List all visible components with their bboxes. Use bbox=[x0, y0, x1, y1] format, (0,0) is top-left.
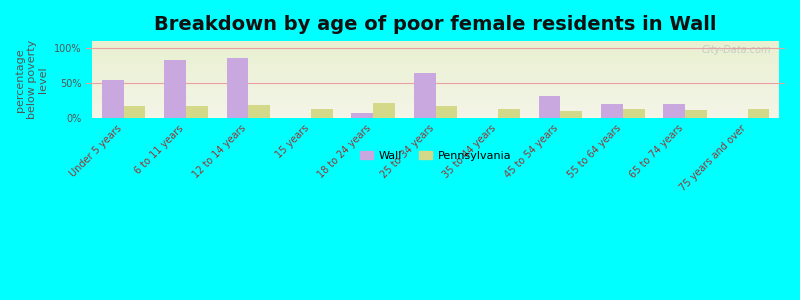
Bar bbox=[186, 106, 208, 118]
Bar bbox=[747, 109, 770, 118]
Title: Breakdown by age of poor female residents in Wall: Breakdown by age of poor female resident… bbox=[154, 15, 717, 34]
Bar bbox=[663, 104, 685, 118]
Bar bbox=[538, 96, 560, 118]
Bar bbox=[560, 111, 582, 119]
Legend: Wall, Pennsylvania: Wall, Pennsylvania bbox=[355, 147, 516, 166]
Bar bbox=[102, 80, 123, 119]
Bar bbox=[226, 58, 248, 118]
Text: City-Data.com: City-Data.com bbox=[702, 45, 771, 55]
Bar bbox=[622, 109, 645, 118]
Bar bbox=[351, 113, 373, 118]
Bar bbox=[248, 105, 270, 119]
Bar bbox=[164, 60, 186, 118]
Bar bbox=[685, 110, 707, 118]
Bar bbox=[498, 109, 520, 118]
Bar bbox=[310, 109, 333, 118]
Bar bbox=[414, 73, 435, 118]
Bar bbox=[373, 103, 395, 118]
Bar bbox=[435, 106, 458, 118]
Bar bbox=[123, 106, 146, 118]
Y-axis label: percentage
below poverty
level: percentage below poverty level bbox=[15, 40, 48, 119]
Bar bbox=[601, 104, 622, 118]
